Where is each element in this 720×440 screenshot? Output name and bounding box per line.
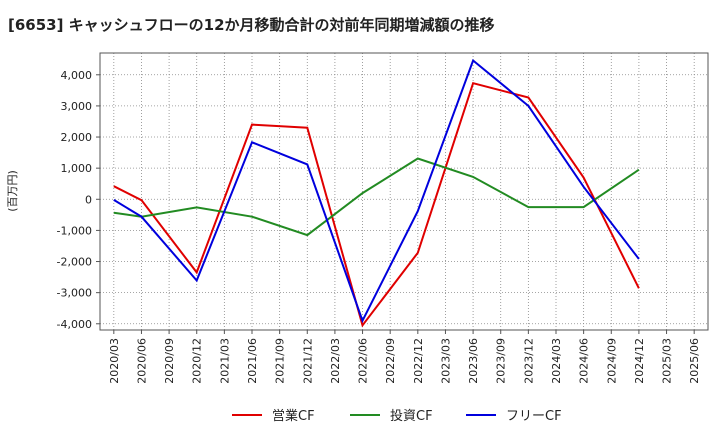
axes: -4,000 -3,000 -2,000 -1,000 0 1,000 2,000 3,000… bbox=[57, 69, 702, 384]
x-tick-label: 2022/12 bbox=[412, 338, 425, 384]
x-tick-label: 2023/09 bbox=[495, 338, 508, 384]
y-tick-label: 0 bbox=[85, 193, 92, 206]
x-tick-label: 2025/06 bbox=[688, 338, 701, 384]
x-tick-label: 2023/03 bbox=[439, 338, 452, 384]
y-tick-label: -4,000 bbox=[57, 318, 92, 331]
x-tick-label: 2023/06 bbox=[467, 338, 480, 384]
legend-label-2: 投資CF bbox=[390, 408, 433, 424]
legend: 営業CF 投資CF フリーCF bbox=[232, 408, 562, 424]
legend-label-3: フリーCF bbox=[506, 409, 562, 424]
x-tick-label: 2024/03 bbox=[550, 338, 563, 384]
y-tick-label: -3,000 bbox=[57, 287, 92, 300]
y-tick-label: 2,000 bbox=[61, 131, 93, 144]
x-tick-label: 2023/12 bbox=[522, 338, 535, 384]
series-line-1 bbox=[113, 81, 640, 328]
series-line-3 bbox=[113, 58, 640, 324]
x-tick-label: 2022/09 bbox=[384, 338, 397, 384]
chart-title: [6653] キャッシュフローの12か月移動合計の対前年同期増減額の推移 bbox=[8, 16, 495, 34]
plot-frame bbox=[99, 52, 709, 331]
x-tick-label: 2020/09 bbox=[163, 338, 176, 384]
x-tick-label: 2024/12 bbox=[633, 338, 646, 384]
x-tick-label: 2021/06 bbox=[246, 338, 259, 384]
x-tick-label: 2024/06 bbox=[578, 338, 591, 384]
plot-area bbox=[100, 53, 708, 330]
x-tick-label: 2020/03 bbox=[108, 338, 121, 384]
grid-lines bbox=[100, 53, 708, 330]
y-tick-label: 3,000 bbox=[61, 100, 93, 113]
series-line-2 bbox=[113, 157, 640, 237]
y-tick-label: -2,000 bbox=[57, 256, 92, 269]
x-tick-label: 2021/09 bbox=[274, 338, 287, 384]
y-tick-label: 1,000 bbox=[61, 162, 93, 175]
legend-label-1: 営業CF bbox=[272, 408, 315, 424]
x-tick-label: 2020/12 bbox=[191, 338, 204, 384]
x-tick-label: 2025/03 bbox=[661, 338, 674, 384]
x-tick-label: 2022/03 bbox=[329, 338, 342, 384]
y-tick-label: 4,000 bbox=[61, 69, 93, 82]
x-tick-label: 2021/12 bbox=[301, 338, 314, 384]
x-tick-label: 2024/09 bbox=[605, 338, 618, 384]
series-lines bbox=[113, 58, 640, 328]
x-tick-label: 2021/03 bbox=[218, 338, 231, 384]
x-tick-label: 2022/06 bbox=[357, 338, 370, 384]
y-axis-label: (百万円) bbox=[6, 170, 19, 212]
x-tick-label: 2020/06 bbox=[135, 338, 148, 384]
y-tick-label: -1,000 bbox=[57, 224, 92, 237]
